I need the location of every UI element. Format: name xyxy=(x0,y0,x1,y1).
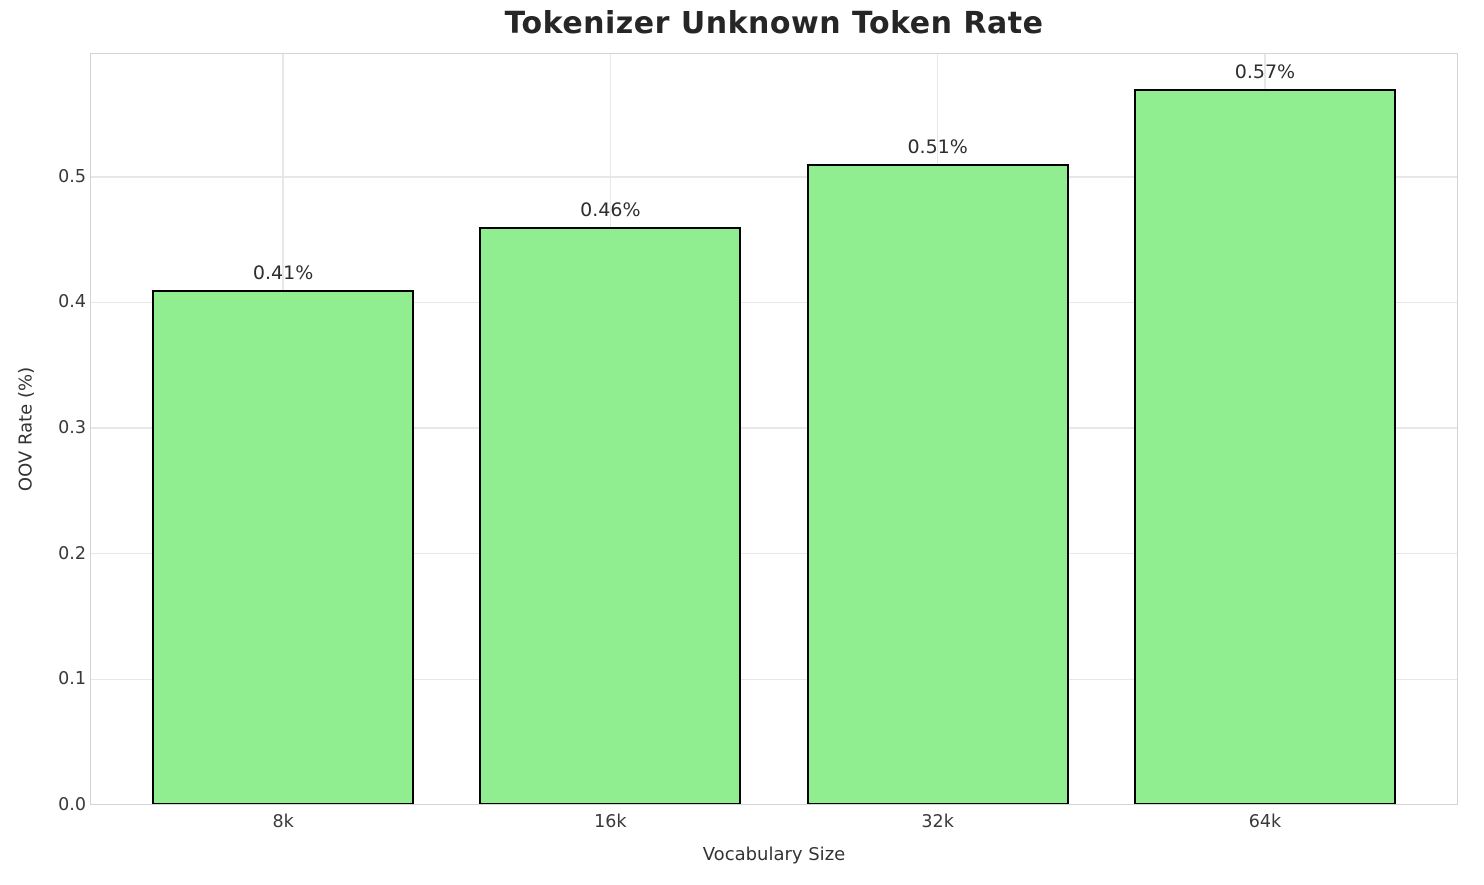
y-tick-label: 0.0 xyxy=(58,795,86,815)
plot-area: 0.41% 0.46% 0.51% 0.57% xyxy=(90,53,1458,805)
x-tick-label: 32k xyxy=(921,812,954,832)
bar-value-label: 0.57% xyxy=(1234,60,1296,83)
bar-value-label: 0.46% xyxy=(580,199,641,222)
bar-value-label: 0.41% xyxy=(252,261,314,284)
chart-title: Tokenizer Unknown Token Rate xyxy=(504,6,1044,41)
y-axis-label: OOV Rate (%) xyxy=(15,366,37,492)
bar-16k xyxy=(479,227,742,805)
bar-64k xyxy=(1134,88,1396,805)
y-tick-label: 0.5 xyxy=(58,166,86,187)
y-tick-label: 0.1 xyxy=(58,669,86,690)
bar-32k xyxy=(806,164,1069,805)
x-tick-label: 16k xyxy=(594,812,627,832)
horizontal-gridline xyxy=(90,175,1458,178)
horizontal-gridline xyxy=(90,552,1458,555)
horizontal-gridline xyxy=(90,427,1458,429)
y-tick-label: 0.3 xyxy=(58,418,86,439)
x-axis-label: Vocabulary Size xyxy=(702,844,846,865)
x-tick-label: 8k xyxy=(272,812,294,832)
y-tick-label: 0.2 xyxy=(58,543,86,564)
bar-value-label: 0.51% xyxy=(907,136,968,159)
bar-8k xyxy=(152,289,414,805)
horizontal-gridline xyxy=(90,678,1458,681)
horizontal-gridline xyxy=(90,301,1458,304)
y-tick-label: 0.4 xyxy=(58,292,86,313)
x-tick-label: 64k xyxy=(1248,812,1282,832)
